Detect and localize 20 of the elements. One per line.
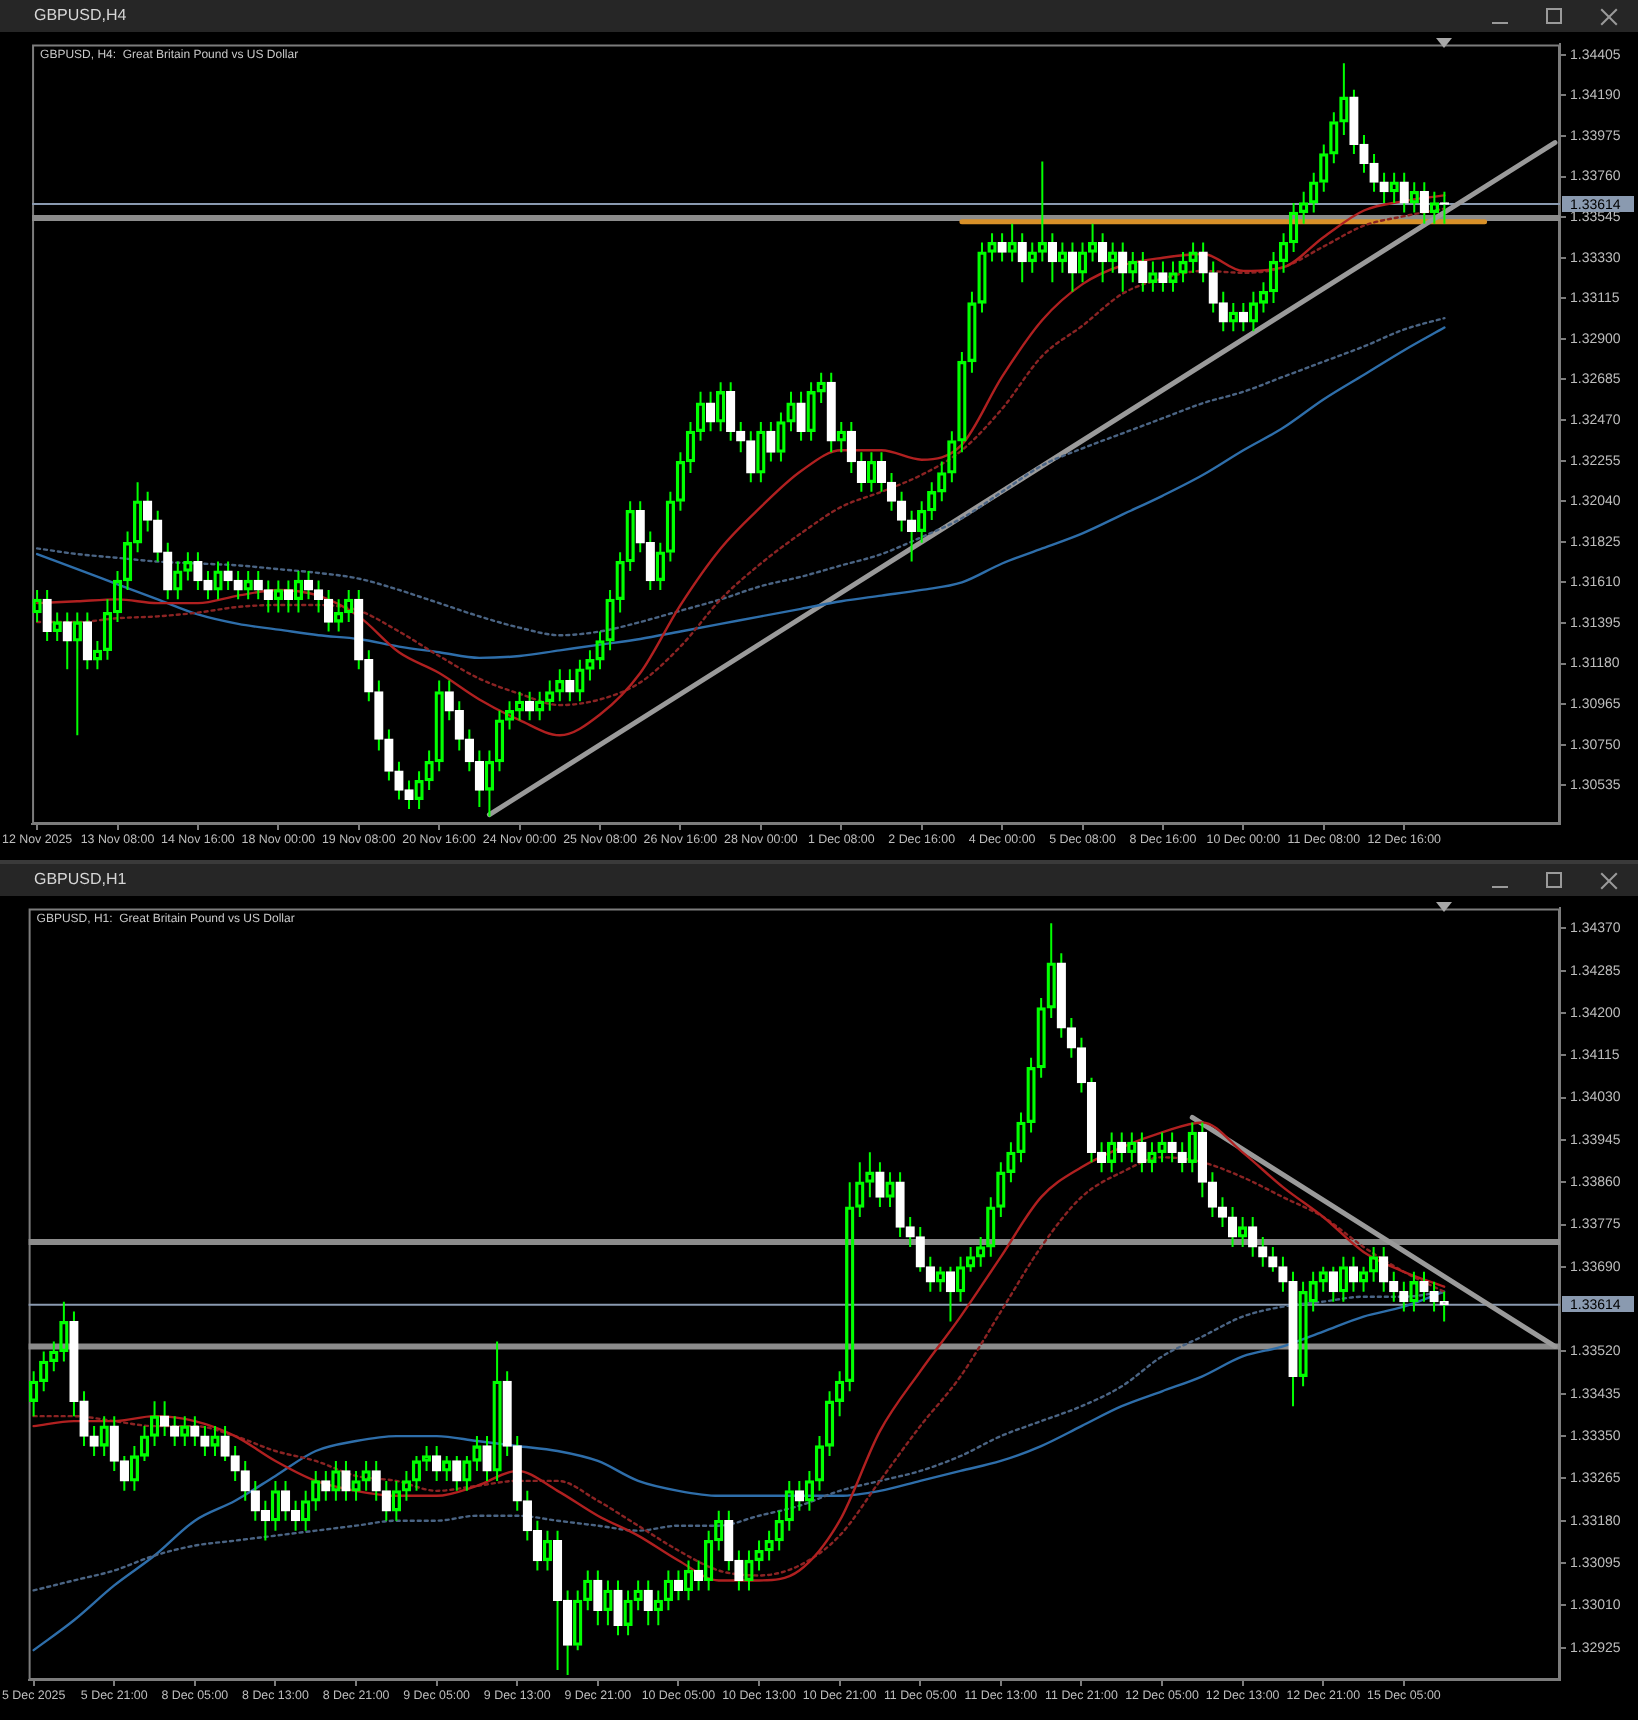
- candlestick: [896, 490, 907, 533]
- candlestick: [1217, 1196, 1228, 1228]
- candlestick: [1208, 260, 1218, 314]
- line-series: [32, 1290, 1446, 1592]
- candlestick: [1207, 1171, 1218, 1219]
- candlestick: [384, 728, 394, 782]
- candlestick: [1268, 1245, 1278, 1273]
- chart-title: GBPUSD,H1: [34, 870, 127, 890]
- candlestick: [512, 1435, 522, 1512]
- candlestick: [915, 1226, 925, 1273]
- candlestick: [905, 1216, 915, 1248]
- chart-title: GBPUSD,H4: [34, 6, 127, 26]
- candlestick: [230, 1445, 240, 1482]
- candlestick: [374, 679, 384, 752]
- line-series: [32, 1290, 1446, 1652]
- candlestick: [394, 760, 404, 801]
- candlestick: [240, 1459, 250, 1502]
- candlestick: [1066, 1016, 1077, 1059]
- candlestick: [1258, 1235, 1268, 1268]
- candlestick: [153, 509, 163, 563]
